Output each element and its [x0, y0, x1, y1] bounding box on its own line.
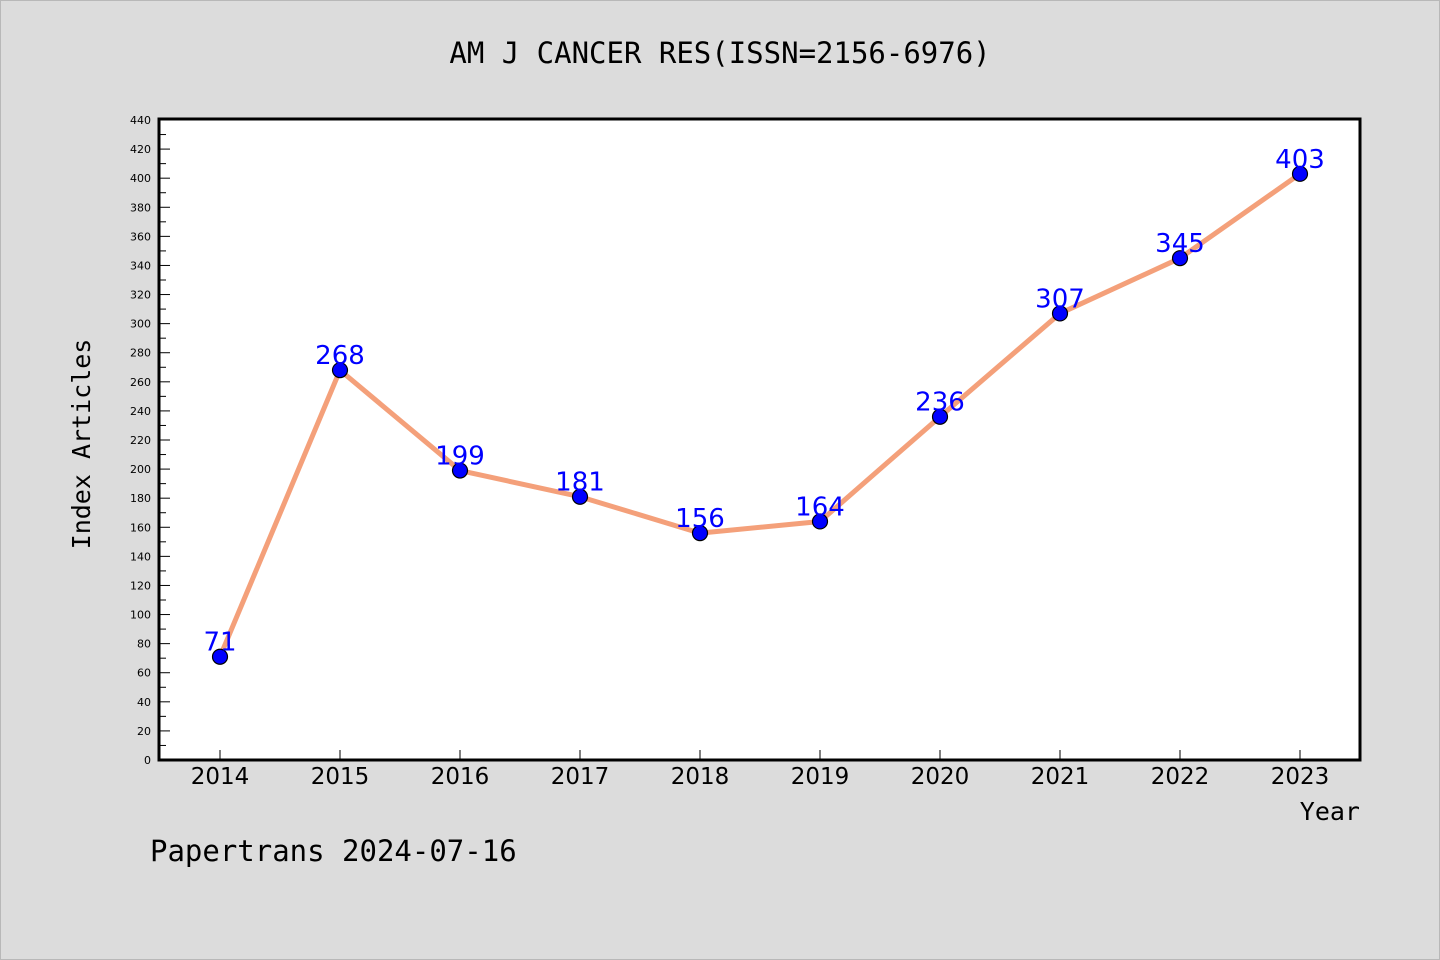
y-tick-label: 20: [137, 725, 151, 738]
y-tick-label: 0: [144, 754, 151, 767]
y-tick-label: 340: [130, 259, 151, 272]
data-labels: 71 268 199 181 156 164 236 307 345 403: [203, 145, 1324, 658]
data-label: 307: [1035, 284, 1085, 314]
data-label: 181: [555, 468, 605, 498]
x-tick-label: 2017: [551, 764, 610, 790]
data-point: [451, 462, 469, 479]
y-tick-label: 420: [130, 143, 151, 156]
y-tick-label: 400: [130, 172, 151, 185]
y-tick-label: 220: [130, 434, 151, 447]
y-tick-label: 40: [137, 696, 151, 709]
data-point: [571, 488, 589, 505]
x-tick-label: 2016: [431, 764, 490, 790]
footer-watermark: Papertrans 2024-07-16: [150, 834, 517, 868]
data-label: 345: [1155, 229, 1205, 259]
y-tick-label: 160: [130, 521, 151, 534]
y-tick-label: 180: [130, 492, 151, 505]
y-tick-label: 320: [130, 289, 151, 302]
data-point: [1291, 165, 1309, 182]
data-point: [811, 513, 829, 530]
y-tick-label: 240: [130, 405, 151, 418]
y-tick-label: 120: [130, 579, 151, 592]
y-tick-label: 380: [130, 201, 151, 214]
y-tick-label: 300: [130, 318, 151, 331]
data-label: 199: [435, 442, 485, 472]
data-label: 164: [795, 492, 845, 522]
y-tick-label: 200: [130, 463, 151, 476]
y-tick-label: 100: [130, 609, 151, 622]
x-tick-label: 2021: [1031, 764, 1090, 790]
series-line: [217, 171, 1302, 658]
data-label: 268: [315, 341, 365, 371]
chart-title: AM J CANCER RES(ISSN=2156-6976): [449, 36, 991, 70]
data-markers: [211, 165, 1309, 665]
data-point: [1051, 305, 1069, 322]
y-tick-label: 140: [130, 550, 151, 563]
y-axis: 0 20 40 60 80 100 120 140 160 180 200 220 240 260 280 3…: [130, 114, 170, 767]
y-tick-label: 360: [130, 230, 151, 243]
data-point: [211, 648, 229, 665]
y-tick-label: 280: [130, 347, 151, 360]
data-point: [331, 362, 349, 379]
x-axis: 2014 2015 2016 2017 2018 2019 2020 2021 2022 2023: [191, 750, 1330, 790]
data-point: [691, 524, 709, 542]
data-label: 156: [675, 504, 725, 534]
data-label: 71: [203, 628, 236, 658]
y-tick-label: 80: [137, 638, 151, 651]
data-label: 403: [1275, 145, 1325, 175]
data-point: [931, 408, 949, 425]
y-axis-label: Index Articles: [67, 339, 96, 550]
x-tick-label: 2022: [1151, 764, 1210, 790]
x-axis-label: Year: [1300, 797, 1360, 826]
x-tick-label: 2023: [1271, 764, 1330, 790]
x-tick-label: 2015: [311, 764, 370, 790]
x-tick-label: 2019: [791, 764, 850, 790]
y-tick-label: 440: [130, 114, 151, 127]
data-label: 236: [915, 388, 965, 418]
plot-area: [157, 117, 1362, 762]
x-tick-label: 2018: [671, 764, 730, 790]
x-tick-label: 2014: [191, 764, 250, 790]
y-tick-label: 60: [137, 667, 151, 680]
x-tick-label: 2020: [911, 764, 970, 790]
data-point: [1171, 250, 1189, 267]
y-tick-label: 260: [130, 376, 151, 389]
